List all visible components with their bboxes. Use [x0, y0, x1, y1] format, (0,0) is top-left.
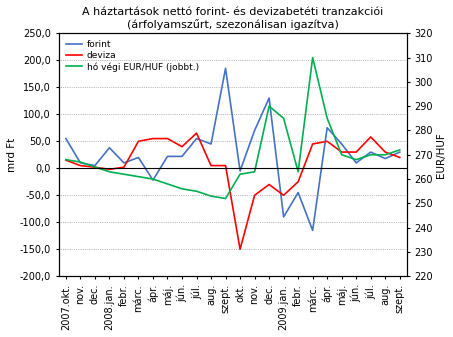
- deviza: [281, 193, 286, 197]
- Y-axis label: EUR/HUF: EUR/HUF: [436, 132, 446, 178]
- forint: [252, 128, 257, 132]
- deviza: [295, 180, 301, 184]
- forint: [107, 146, 112, 150]
- forint: [208, 142, 214, 146]
- deviza: [92, 165, 97, 169]
- forint: [324, 126, 330, 130]
- Line: deviza: deviza: [66, 133, 400, 249]
- forint: [179, 154, 185, 158]
- forint: [281, 215, 286, 219]
- hó végi EUR/HUF (jobbt.): [382, 153, 388, 157]
- hó végi EUR/HUF (jobbt.): [63, 158, 68, 162]
- forint: [63, 136, 68, 141]
- hó végi EUR/HUF (jobbt.): [310, 56, 315, 60]
- deviza: [194, 131, 199, 135]
- deviza: [165, 136, 170, 141]
- deviza: [266, 182, 272, 186]
- Legend: forint, deviza, hó végi EUR/HUF (jobbt.): forint, deviza, hó végi EUR/HUF (jobbt.): [63, 38, 202, 74]
- deviza: [382, 150, 388, 154]
- deviza: [339, 150, 344, 154]
- forint: [295, 190, 301, 194]
- hó végi EUR/HUF (jobbt.): [223, 196, 228, 201]
- hó végi EUR/HUF (jobbt.): [397, 148, 402, 152]
- deviza: [353, 150, 359, 154]
- hó végi EUR/HUF (jobbt.): [252, 170, 257, 174]
- forint: [165, 154, 170, 158]
- hó végi EUR/HUF (jobbt.): [77, 160, 83, 164]
- hó végi EUR/HUF (jobbt.): [136, 175, 141, 179]
- hó végi EUR/HUF (jobbt.): [281, 116, 286, 120]
- forint: [194, 136, 199, 141]
- forint: [353, 161, 359, 165]
- hó végi EUR/HUF (jobbt.): [208, 194, 214, 198]
- forint: [136, 155, 141, 159]
- hó végi EUR/HUF (jobbt.): [266, 104, 272, 108]
- forint: [92, 163, 97, 167]
- deviza: [310, 142, 315, 146]
- forint: [266, 96, 272, 100]
- deviza: [179, 145, 185, 149]
- hó végi EUR/HUF (jobbt.): [295, 170, 301, 174]
- hó végi EUR/HUF (jobbt.): [179, 187, 185, 191]
- forint: [382, 156, 388, 160]
- hó végi EUR/HUF (jobbt.): [107, 170, 112, 174]
- Title: A háztartások nettó forint- és devizabetéti tranzakciói
(árfolyamszűrt, szezonál: A háztartások nettó forint- és devizabet…: [82, 7, 383, 30]
- hó végi EUR/HUF (jobbt.): [368, 153, 373, 157]
- deviza: [237, 247, 243, 251]
- forint: [223, 66, 228, 70]
- deviza: [150, 136, 156, 141]
- hó végi EUR/HUF (jobbt.): [353, 158, 359, 162]
- forint: [150, 178, 156, 182]
- Line: forint: forint: [66, 68, 400, 231]
- deviza: [368, 135, 373, 139]
- forint: [121, 161, 127, 165]
- deviza: [121, 165, 127, 169]
- hó végi EUR/HUF (jobbt.): [121, 172, 127, 176]
- deviza: [136, 139, 141, 143]
- deviza: [63, 158, 68, 162]
- hó végi EUR/HUF (jobbt.): [324, 116, 330, 120]
- deviza: [208, 163, 214, 167]
- forint: [368, 150, 373, 154]
- forint: [237, 169, 243, 173]
- hó végi EUR/HUF (jobbt.): [339, 153, 344, 157]
- hó végi EUR/HUF (jobbt.): [165, 182, 170, 186]
- forint: [310, 228, 315, 233]
- deviza: [252, 193, 257, 197]
- Line: hó végi EUR/HUF (jobbt.): hó végi EUR/HUF (jobbt.): [66, 58, 400, 198]
- forint: [77, 161, 83, 165]
- hó végi EUR/HUF (jobbt.): [194, 189, 199, 193]
- forint: [397, 150, 402, 154]
- deviza: [107, 167, 112, 172]
- deviza: [324, 139, 330, 143]
- hó végi EUR/HUF (jobbt.): [92, 165, 97, 169]
- Y-axis label: mrd Ft: mrd Ft: [7, 137, 17, 172]
- deviza: [397, 155, 402, 159]
- forint: [339, 142, 344, 146]
- deviza: [223, 163, 228, 167]
- hó végi EUR/HUF (jobbt.): [150, 177, 156, 181]
- deviza: [77, 163, 83, 167]
- hó végi EUR/HUF (jobbt.): [237, 172, 243, 176]
